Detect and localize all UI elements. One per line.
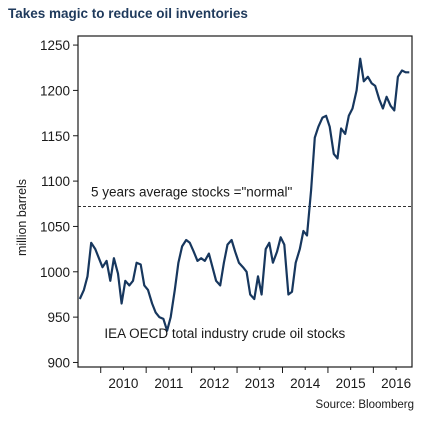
x-tick-label: 2012 bbox=[199, 376, 229, 391]
y-tick-label: 1000 bbox=[40, 265, 70, 280]
y-tick-label: 1150 bbox=[41, 129, 70, 144]
y-tick-label: 1250 bbox=[40, 38, 70, 53]
series-line-oecd-stocks bbox=[78, 57, 410, 332]
x-tick-label: 2011 bbox=[154, 376, 183, 391]
reference-line-label: 5 years average stocks ="normal" bbox=[91, 184, 293, 199]
chart-title: Takes magic to reduce oil inventories bbox=[8, 6, 248, 21]
x-tick-label: 2013 bbox=[245, 376, 275, 391]
y-tick-label: 1100 bbox=[41, 174, 70, 189]
y-axis: 900 950 1000 1050 1100 1150 1200 1250 bbox=[40, 38, 78, 370]
y-axis-label: million barrels bbox=[15, 179, 29, 256]
y-tick-label: 1200 bbox=[40, 83, 70, 98]
series-annotation: IEA OECD total industry crude oil stocks bbox=[104, 326, 345, 341]
x-tick-label: 2010 bbox=[108, 376, 138, 391]
x-tick-label: 2015 bbox=[336, 376, 366, 391]
y-tick-label: 1050 bbox=[40, 219, 70, 234]
plot-frame bbox=[77, 35, 413, 368]
source-note: Source: Bloomberg bbox=[315, 399, 414, 411]
x-axis: 2010 2011 2012 2013 2014 2015 2016 bbox=[100, 367, 411, 391]
y-tick-label: 900 bbox=[47, 355, 70, 370]
y-tick-label: 950 bbox=[47, 310, 70, 325]
x-tick-label: 2014 bbox=[290, 376, 321, 391]
x-tick-label: 2016 bbox=[381, 376, 411, 391]
